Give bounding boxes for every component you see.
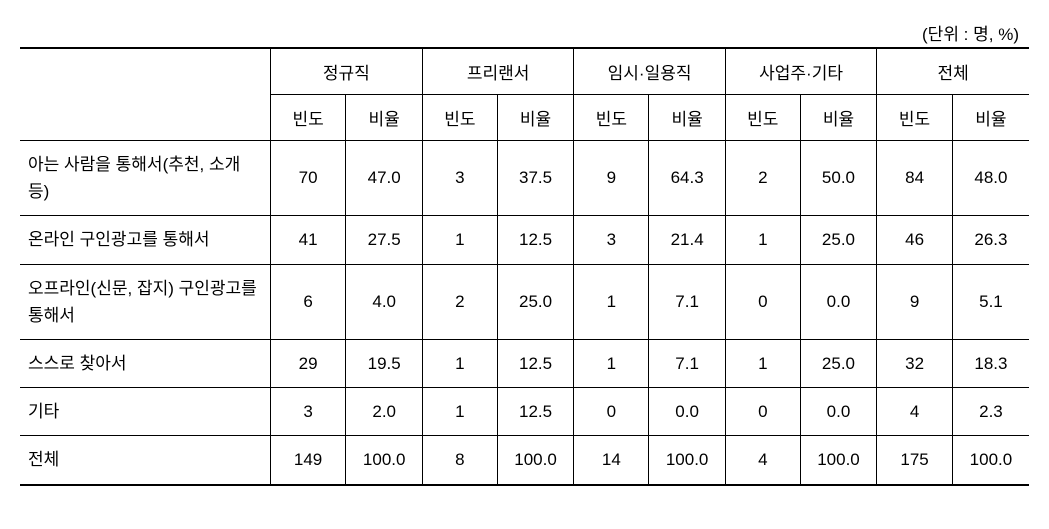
cell: 12.5	[497, 216, 574, 264]
cell: 0	[725, 264, 800, 339]
cell: 1	[574, 339, 649, 387]
table-row: 오프라인(신문, 잡지) 구인광고를 통해서 6 4.0 2 25.0 1 7.…	[20, 264, 1029, 339]
cell: 37.5	[497, 141, 574, 216]
cell: 4	[877, 388, 953, 436]
header-sub-ratio-4: 비율	[952, 95, 1029, 141]
cell: 41	[270, 216, 346, 264]
unit-label: (단위 : 명, %)	[20, 20, 1029, 45]
table-body: 아는 사람을 통해서(추천, 소개 등) 70 47.0 3 37.5 9 64…	[20, 141, 1029, 485]
cell: 4.0	[346, 264, 423, 339]
cell: 100.0	[649, 436, 726, 485]
cell: 70	[270, 141, 346, 216]
row-label: 아는 사람을 통해서(추천, 소개 등)	[20, 141, 270, 216]
cell: 12.5	[497, 388, 574, 436]
cell: 0.0	[649, 388, 726, 436]
cell: 18.3	[952, 339, 1029, 387]
cell: 1	[574, 264, 649, 339]
cell: 19.5	[346, 339, 423, 387]
cell: 6	[270, 264, 346, 339]
table-row: 온라인 구인광고를 통해서 41 27.5 1 12.5 3 21.4 1 25…	[20, 216, 1029, 264]
row-label: 온라인 구인광고를 통해서	[20, 216, 270, 264]
cell: 1	[725, 216, 800, 264]
header-sub-freq-3: 빈도	[725, 95, 800, 141]
cell: 149	[270, 436, 346, 485]
cell: 9	[574, 141, 649, 216]
cell: 0	[725, 388, 800, 436]
data-table: 정규직 프리랜서 임시·일용직 사업주·기타 전체 빈도 비율 빈도 비율 빈도…	[20, 47, 1029, 486]
cell: 25.0	[800, 339, 877, 387]
cell: 12.5	[497, 339, 574, 387]
cell: 1	[422, 388, 497, 436]
cell: 2	[422, 264, 497, 339]
cell: 64.3	[649, 141, 726, 216]
cell: 1	[422, 339, 497, 387]
cell: 48.0	[952, 141, 1029, 216]
cell: 7.1	[649, 339, 726, 387]
header-sub-ratio-0: 비율	[346, 95, 423, 141]
table-row: 전체 149 100.0 8 100.0 14 100.0 4 100.0 17…	[20, 436, 1029, 485]
cell: 27.5	[346, 216, 423, 264]
header-sub-ratio-3: 비율	[800, 95, 877, 141]
cell: 8	[422, 436, 497, 485]
table-row: 아는 사람을 통해서(추천, 소개 등) 70 47.0 3 37.5 9 64…	[20, 141, 1029, 216]
cell: 0.0	[800, 388, 877, 436]
header-group-1: 프리랜서	[422, 48, 573, 95]
header-sub-ratio-2: 비율	[649, 95, 726, 141]
header-group-4: 전체	[877, 48, 1029, 95]
cell: 2	[725, 141, 800, 216]
cell: 84	[877, 141, 953, 216]
cell: 25.0	[497, 264, 574, 339]
cell: 100.0	[346, 436, 423, 485]
cell: 175	[877, 436, 953, 485]
cell: 25.0	[800, 216, 877, 264]
cell: 32	[877, 339, 953, 387]
cell: 1	[725, 339, 800, 387]
row-label: 기타	[20, 388, 270, 436]
cell: 47.0	[346, 141, 423, 216]
row-label: 전체	[20, 436, 270, 485]
header-row-groups: 정규직 프리랜서 임시·일용직 사업주·기타 전체	[20, 48, 1029, 95]
row-label: 스스로 찾아서	[20, 339, 270, 387]
cell: 1	[422, 216, 497, 264]
cell: 0.0	[800, 264, 877, 339]
cell: 9	[877, 264, 953, 339]
table-row: 스스로 찾아서 29 19.5 1 12.5 1 7.1 1 25.0 32 1…	[20, 339, 1029, 387]
header-sub-ratio-1: 비율	[497, 95, 574, 141]
cell: 100.0	[800, 436, 877, 485]
cell: 29	[270, 339, 346, 387]
header-group-2: 임시·일용직	[574, 48, 726, 95]
cell: 3	[574, 216, 649, 264]
header-empty	[20, 48, 270, 141]
cell: 5.1	[952, 264, 1029, 339]
header-sub-freq-4: 빈도	[877, 95, 953, 141]
cell: 3	[270, 388, 346, 436]
cell: 7.1	[649, 264, 726, 339]
cell: 50.0	[800, 141, 877, 216]
cell: 100.0	[497, 436, 574, 485]
cell: 46	[877, 216, 953, 264]
cell: 3	[422, 141, 497, 216]
header-group-3: 사업주·기타	[725, 48, 876, 95]
cell: 2.3	[952, 388, 1029, 436]
cell: 2.0	[346, 388, 423, 436]
cell: 4	[725, 436, 800, 485]
header-sub-freq-0: 빈도	[270, 95, 346, 141]
table-row: 기타 3 2.0 1 12.5 0 0.0 0 0.0 4 2.3	[20, 388, 1029, 436]
header-group-0: 정규직	[270, 48, 422, 95]
row-label: 오프라인(신문, 잡지) 구인광고를 통해서	[20, 264, 270, 339]
cell: 0	[574, 388, 649, 436]
header-sub-freq-1: 빈도	[422, 95, 497, 141]
cell: 26.3	[952, 216, 1029, 264]
header-sub-freq-2: 빈도	[574, 95, 649, 141]
cell: 100.0	[952, 436, 1029, 485]
cell: 14	[574, 436, 649, 485]
cell: 21.4	[649, 216, 726, 264]
